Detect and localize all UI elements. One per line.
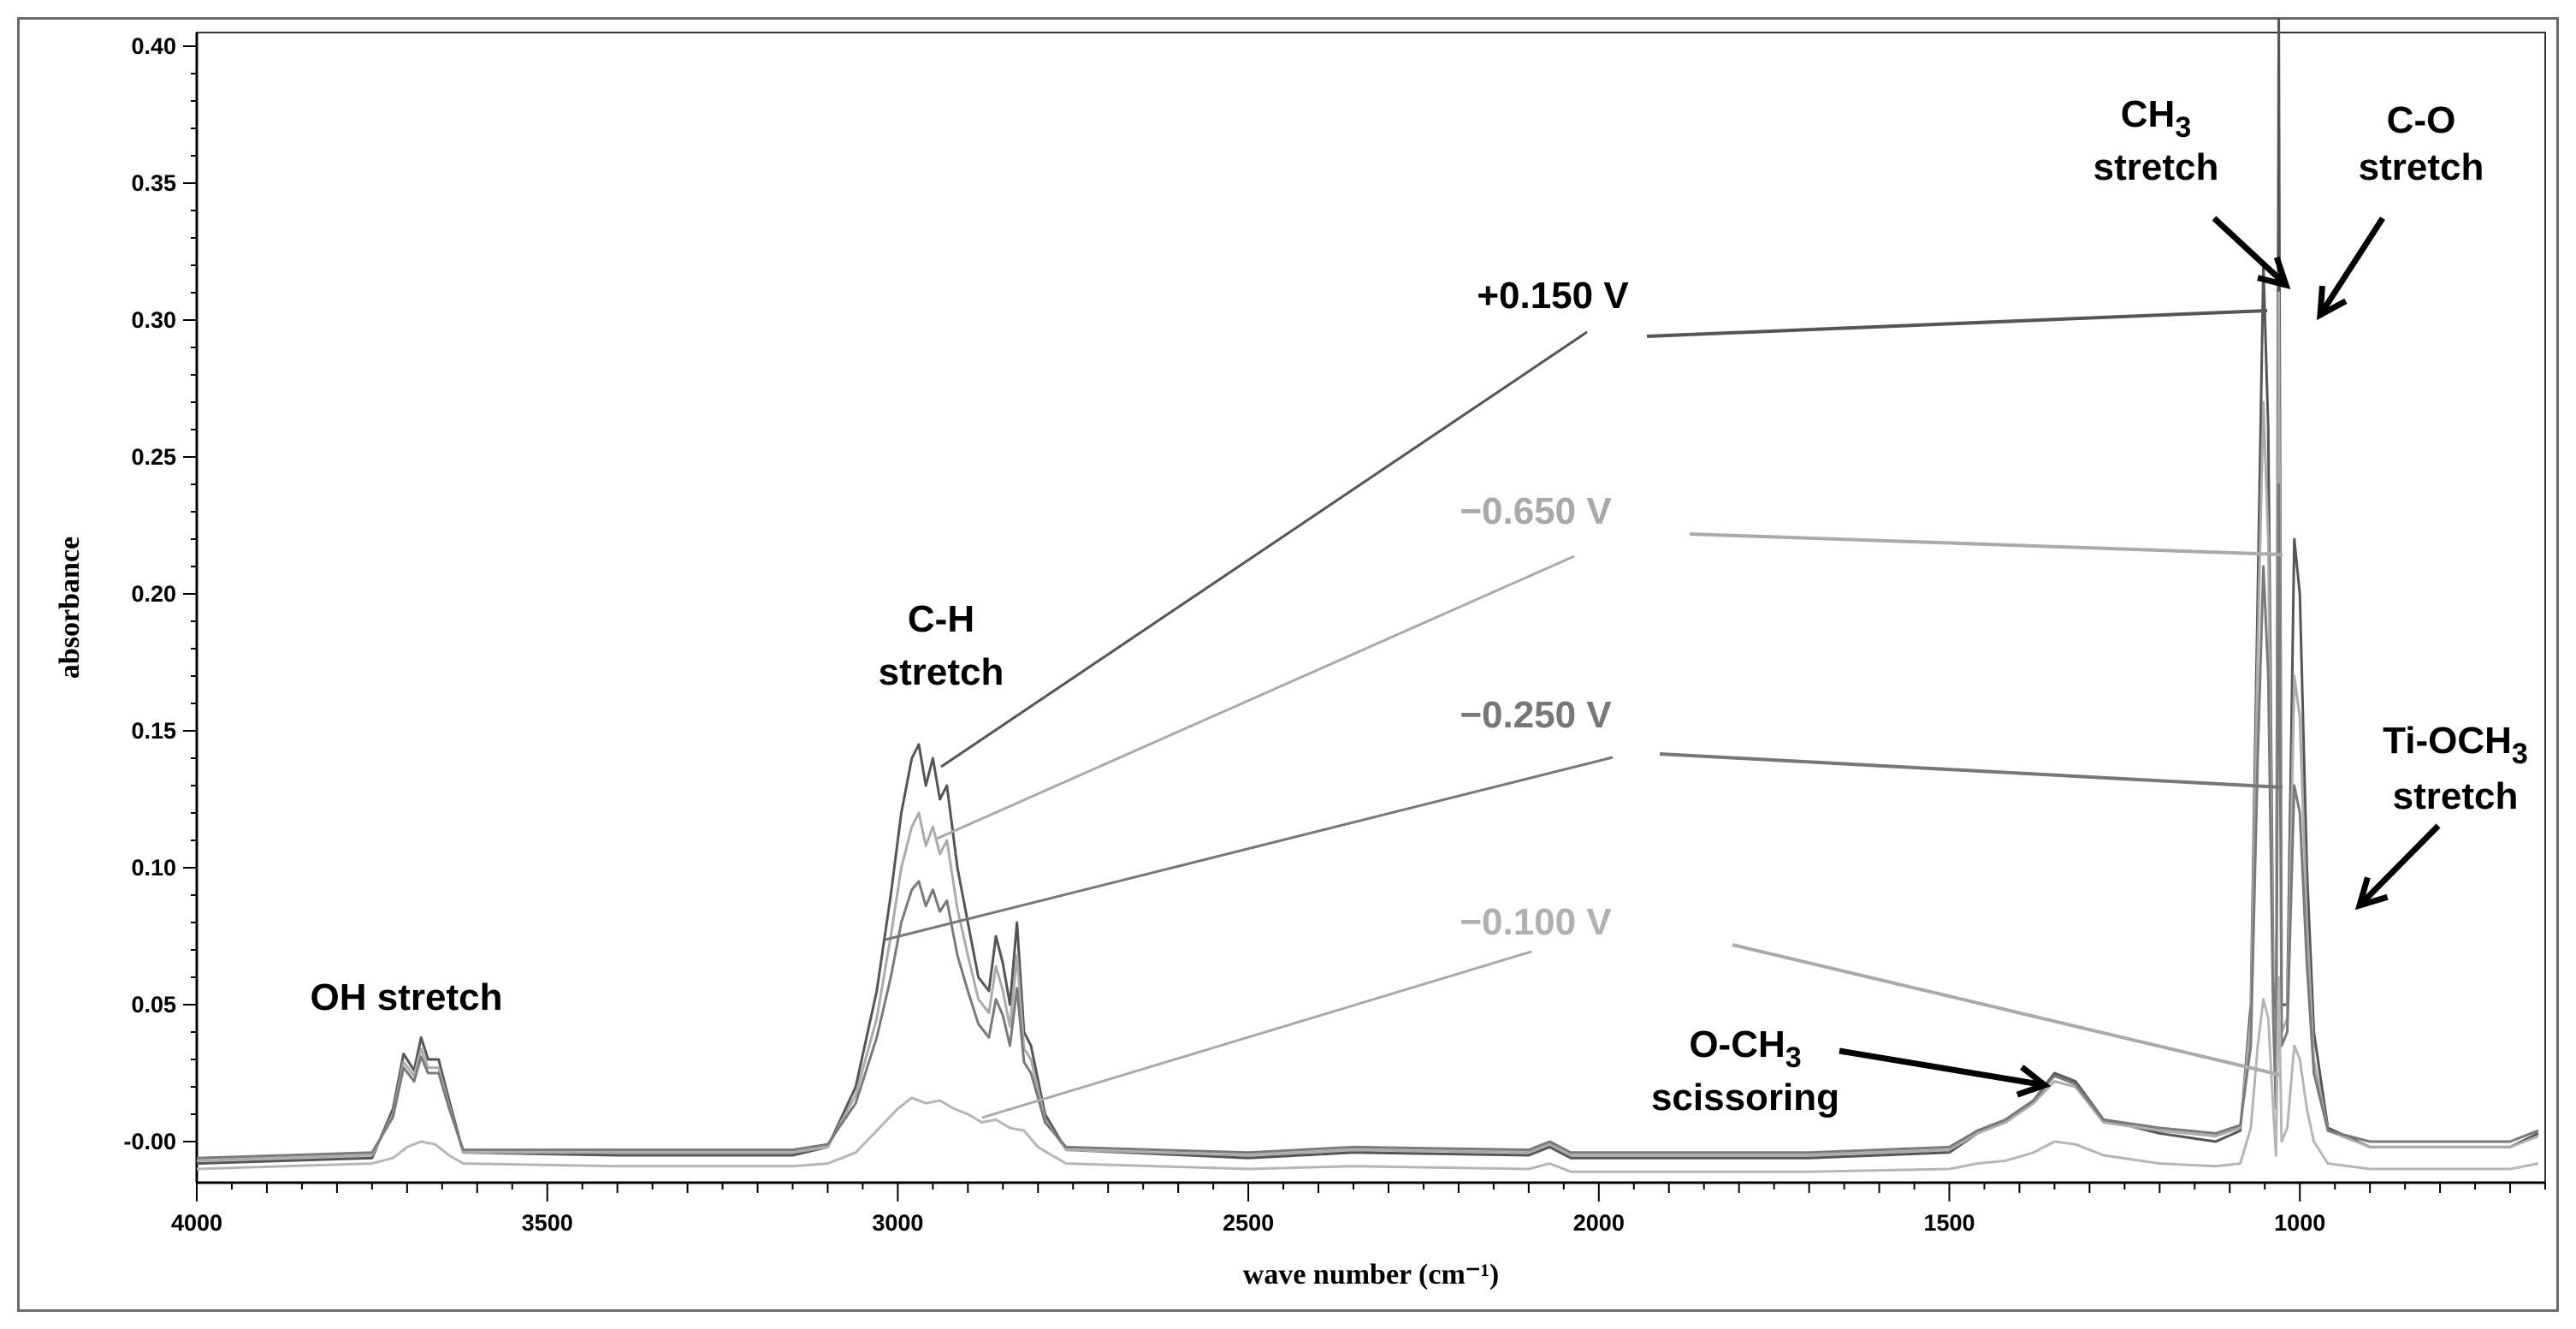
- voltage-label-2: −0.250 V: [1460, 694, 1612, 736]
- x-axis-title: wave number (cm⁻¹): [1243, 1259, 1499, 1290]
- y-tick-label: 0.05: [131, 992, 176, 1018]
- y-tick-label: 0.10: [131, 855, 176, 881]
- plot-border: [196, 32, 2546, 1184]
- arrow-ch3-shaft: [2212, 216, 2289, 288]
- leader-line-to-co-3: [1732, 943, 2281, 1077]
- series-layer: [196, 17, 2539, 1173]
- arrow-och3-shaft: [1839, 1047, 2046, 1089]
- arrow-ch3-head: [2257, 256, 2291, 289]
- annotation-co-line-0: C-O: [2387, 99, 2456, 141]
- annotation-ch3-line-1: stretch: [2093, 146, 2219, 188]
- voltage-label-0: +0.150 V: [1477, 275, 1629, 317]
- arrow-och3-head: [2016, 1065, 2052, 1098]
- y-tick-label: -0.00: [123, 1129, 176, 1154]
- series-line-0: [196, 17, 2539, 1166]
- x-tick-label: 2500: [1223, 1210, 1274, 1236]
- x-tick-label: 4000: [171, 1210, 222, 1236]
- voltage-label-3: −0.100 V: [1460, 901, 1612, 943]
- annotation-ch-line-0: C-H: [908, 598, 974, 640]
- x-tick-label: 1000: [2274, 1210, 2325, 1236]
- annotation-tioch3-line-0: Ti-OCH3: [2383, 720, 2528, 770]
- leader-line-to-co-2: [1659, 752, 2283, 789]
- x-tick-label: 2000: [1573, 1210, 1625, 1236]
- y-tick-label: 0.15: [131, 718, 176, 744]
- leader-line-to-ch-1: [936, 555, 1575, 840]
- leader-line-to-ch-3: [981, 950, 1532, 1119]
- y-tick-label: 0.25: [131, 444, 176, 470]
- chart-frame: [17, 17, 2559, 1312]
- annotation-ch-line-1: stretch: [879, 651, 1004, 693]
- annotation-och3-line-0: O-CH3: [1689, 1023, 1801, 1074]
- x-tick-label: 3500: [522, 1210, 573, 1236]
- y-tick-label: 0.20: [131, 581, 176, 607]
- arrow-tioch3-shaft: [2357, 823, 2441, 908]
- y-tick-label: 0.30: [131, 307, 176, 333]
- annotation-oh-line-0: OH stretch: [311, 976, 503, 1018]
- series-line-3: [196, 976, 2539, 1173]
- y-axis-title: absorbance: [54, 537, 86, 679]
- x-tick-label: 1500: [1923, 1210, 1975, 1236]
- y-tick-label: 0.40: [131, 33, 176, 59]
- x-tick-label: 3000: [872, 1210, 923, 1236]
- leader-line-to-co-1: [1689, 532, 2283, 556]
- annotations: +0.150 V −0.650 V −0.250 V −0.100 V OH stret…: [311, 93, 2528, 1118]
- voltage-label-1: −0.650 V: [1460, 490, 1612, 532]
- series-line-1: [196, 291, 2539, 1162]
- arrow-co-shaft: [2318, 217, 2385, 317]
- leader-line-to-ch-0: [940, 330, 1588, 768]
- arrow-tioch3-head: [2354, 876, 2389, 911]
- arrow-co-head: [2317, 285, 2348, 321]
- annotation-tioch3-line-1: stretch: [2393, 775, 2519, 817]
- annotation-co-line-1: stretch: [2359, 146, 2484, 188]
- leader-line-to-co-0: [1646, 309, 2268, 338]
- y-tick-label: 0.35: [131, 170, 176, 196]
- annotation-ch3-line-0: CH3: [2121, 93, 2191, 144]
- series-line-2: [196, 483, 2539, 1160]
- leader-line-to-ch-2: [885, 756, 1614, 941]
- leader-lines: [885, 309, 2283, 1119]
- axes: 4000 3500 3000 2500 2000 1500 1000 -0.00 0.05 0.1…: [54, 32, 2546, 1290]
- annotation-och3-line-1: scissoring: [1651, 1077, 1839, 1118]
